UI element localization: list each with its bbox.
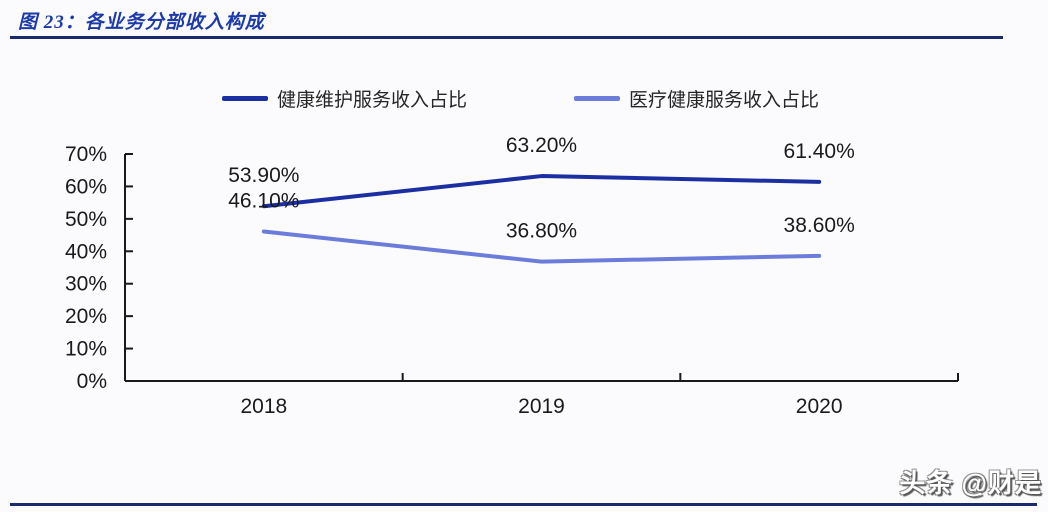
series-line-0 bbox=[261, 174, 822, 209]
x-axis-label: 2020 bbox=[796, 395, 843, 418]
y-axis-label: 10% bbox=[65, 338, 107, 361]
footer-rule bbox=[10, 503, 1037, 506]
y-axis-label: 70% bbox=[65, 143, 107, 166]
legend-swatch-medical-health bbox=[574, 95, 620, 101]
x-axis-label: 2018 bbox=[240, 395, 287, 418]
legend-item-medical-health: 医疗健康服务收入占比 bbox=[574, 87, 820, 111]
data-label-series0: 63.20% bbox=[506, 134, 577, 157]
data-label-series0: 61.40% bbox=[784, 140, 855, 163]
legend-label-medical-health: 医疗健康服务收入占比 bbox=[629, 89, 820, 111]
y-axis-label: 20% bbox=[65, 305, 107, 328]
legend-item-health-maintenance: 健康维护服务收入占比 bbox=[222, 87, 468, 111]
legend-label-health-maintenance: 健康维护服务收入占比 bbox=[277, 89, 468, 111]
figure-title: 图 23：各业务分部收入构成 bbox=[18, 12, 265, 33]
y-axis-label: 0% bbox=[77, 370, 107, 393]
data-label-series0: 53.90% bbox=[228, 164, 299, 187]
data-label-series1: 36.80% bbox=[506, 220, 577, 243]
watermark: 头条 @财是 bbox=[899, 468, 1042, 498]
y-axis-label: 30% bbox=[65, 273, 107, 296]
y-axis-label: 50% bbox=[65, 208, 107, 231]
data-label-series1: 46.10% bbox=[228, 190, 299, 213]
legend-swatch-health-maintenance bbox=[222, 95, 268, 101]
y-axis-label: 60% bbox=[65, 175, 107, 198]
data-label-series1: 38.60% bbox=[784, 214, 855, 237]
series-line-1 bbox=[261, 229, 822, 264]
title-rule bbox=[10, 36, 1003, 39]
y-axis-label: 40% bbox=[65, 240, 107, 263]
x-axis-label: 2019 bbox=[518, 395, 565, 418]
